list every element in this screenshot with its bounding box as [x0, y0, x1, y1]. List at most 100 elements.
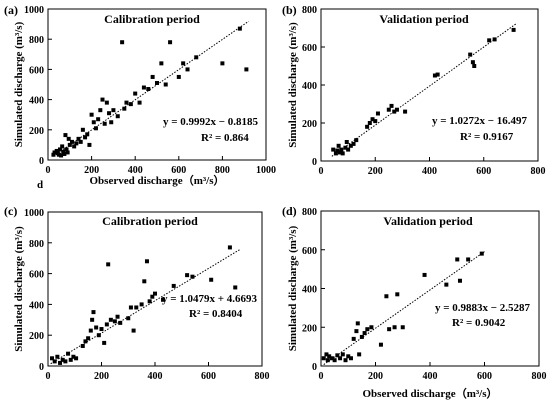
data-point	[126, 316, 131, 321]
data-point	[386, 107, 391, 112]
data-point	[83, 135, 88, 140]
x-tick-label: 200	[368, 371, 383, 382]
data-point	[102, 340, 107, 345]
x-tick-label: 200	[368, 166, 383, 177]
plot-frame	[320, 210, 540, 367]
data-point	[52, 150, 57, 155]
data-point	[161, 297, 166, 302]
regression-equation: y = 1.0479x + 4.6693	[162, 293, 258, 305]
data-point	[78, 139, 83, 144]
data-point	[472, 64, 477, 68]
data-point	[348, 143, 353, 148]
chart-panel: 0 200 400 600 800 0 200 400 600 800 (d) Validation …	[282, 204, 547, 400]
data-point	[62, 151, 67, 156]
data-point	[346, 147, 351, 152]
x-tick-label: 0	[319, 166, 324, 177]
x-tick-label: 800	[532, 371, 547, 382]
data-point	[141, 85, 146, 90]
data-point	[50, 356, 55, 361]
data-point	[60, 357, 65, 362]
data-point	[120, 40, 125, 45]
data-point	[392, 109, 397, 114]
data-point	[176, 74, 181, 79]
regression-equation: y = 0.9883x − 2.5287	[435, 302, 531, 314]
y-tick-label: 400	[302, 285, 317, 296]
data-point	[71, 354, 76, 359]
data-point	[373, 119, 378, 124]
data-point	[355, 321, 360, 326]
data-point	[159, 61, 164, 66]
data-point	[54, 148, 59, 153]
data-point	[111, 108, 116, 113]
data-point	[332, 358, 337, 363]
data-point	[128, 102, 133, 107]
data-point	[115, 114, 120, 119]
data-point	[395, 292, 400, 297]
data-point	[348, 356, 353, 361]
data-point	[466, 257, 471, 262]
data-point	[59, 153, 64, 158]
data-point	[146, 87, 151, 92]
data-point	[194, 55, 199, 60]
y-tick-label: 200	[302, 119, 317, 130]
data-point	[153, 291, 157, 296]
data-point	[124, 100, 129, 105]
x-tick-label: 0	[319, 371, 324, 382]
data-point	[362, 331, 367, 336]
y-tick-label: 800	[302, 5, 317, 16]
data-point	[354, 329, 359, 334]
y-tick-label: 200	[29, 331, 44, 342]
data-point	[87, 142, 92, 147]
x-tick-label: 600	[171, 165, 186, 176]
r-squared-label: R² = 0.864	[201, 132, 249, 144]
data-point	[66, 351, 71, 356]
data-point	[400, 325, 405, 330]
data-point	[109, 120, 114, 125]
data-point	[357, 352, 362, 357]
trend-line	[50, 248, 241, 365]
data-point	[128, 305, 133, 310]
plot-frame	[47, 8, 267, 161]
data-point	[55, 354, 60, 359]
x-tick-label: 200	[94, 371, 109, 382]
chart-panel: 0 200 400 600 800 0 200 400 600 800 1000 (c) Calibra…	[4, 204, 270, 382]
data-point	[107, 111, 112, 116]
data-point	[69, 139, 74, 144]
data-point	[339, 147, 344, 152]
x-tick-label: 400	[148, 371, 163, 382]
data-point	[150, 74, 155, 79]
data-point	[60, 144, 65, 149]
y-tick-label: 0	[39, 362, 44, 373]
data-point	[378, 342, 383, 347]
y-axis-label: Simulated discharge (m³/s)	[287, 225, 299, 351]
y-tick-label: 0	[312, 157, 317, 168]
data-point	[74, 141, 79, 146]
data-point	[346, 354, 351, 359]
data-point	[63, 133, 68, 138]
data-point	[171, 283, 176, 288]
data-point	[511, 27, 516, 32]
data-point	[56, 152, 61, 157]
panel-label: (a)	[4, 3, 18, 17]
data-point	[80, 127, 85, 132]
data-point	[432, 73, 437, 78]
data-point	[336, 143, 341, 148]
x-tick-label: 400	[128, 165, 143, 176]
data-point	[142, 279, 147, 284]
data-point	[93, 126, 98, 131]
data-point	[392, 325, 397, 330]
data-point	[351, 336, 356, 341]
data-point	[86, 336, 91, 341]
data-point	[89, 112, 94, 117]
data-point	[325, 358, 330, 363]
data-point	[359, 334, 364, 339]
data-point	[220, 61, 225, 66]
y-tick-label: 600	[29, 65, 44, 76]
data-point	[91, 120, 96, 125]
x-tick-label: 1000	[256, 165, 276, 176]
data-point	[227, 245, 232, 250]
data-point	[68, 357, 73, 362]
data-point	[91, 310, 96, 315]
data-point	[72, 144, 77, 149]
